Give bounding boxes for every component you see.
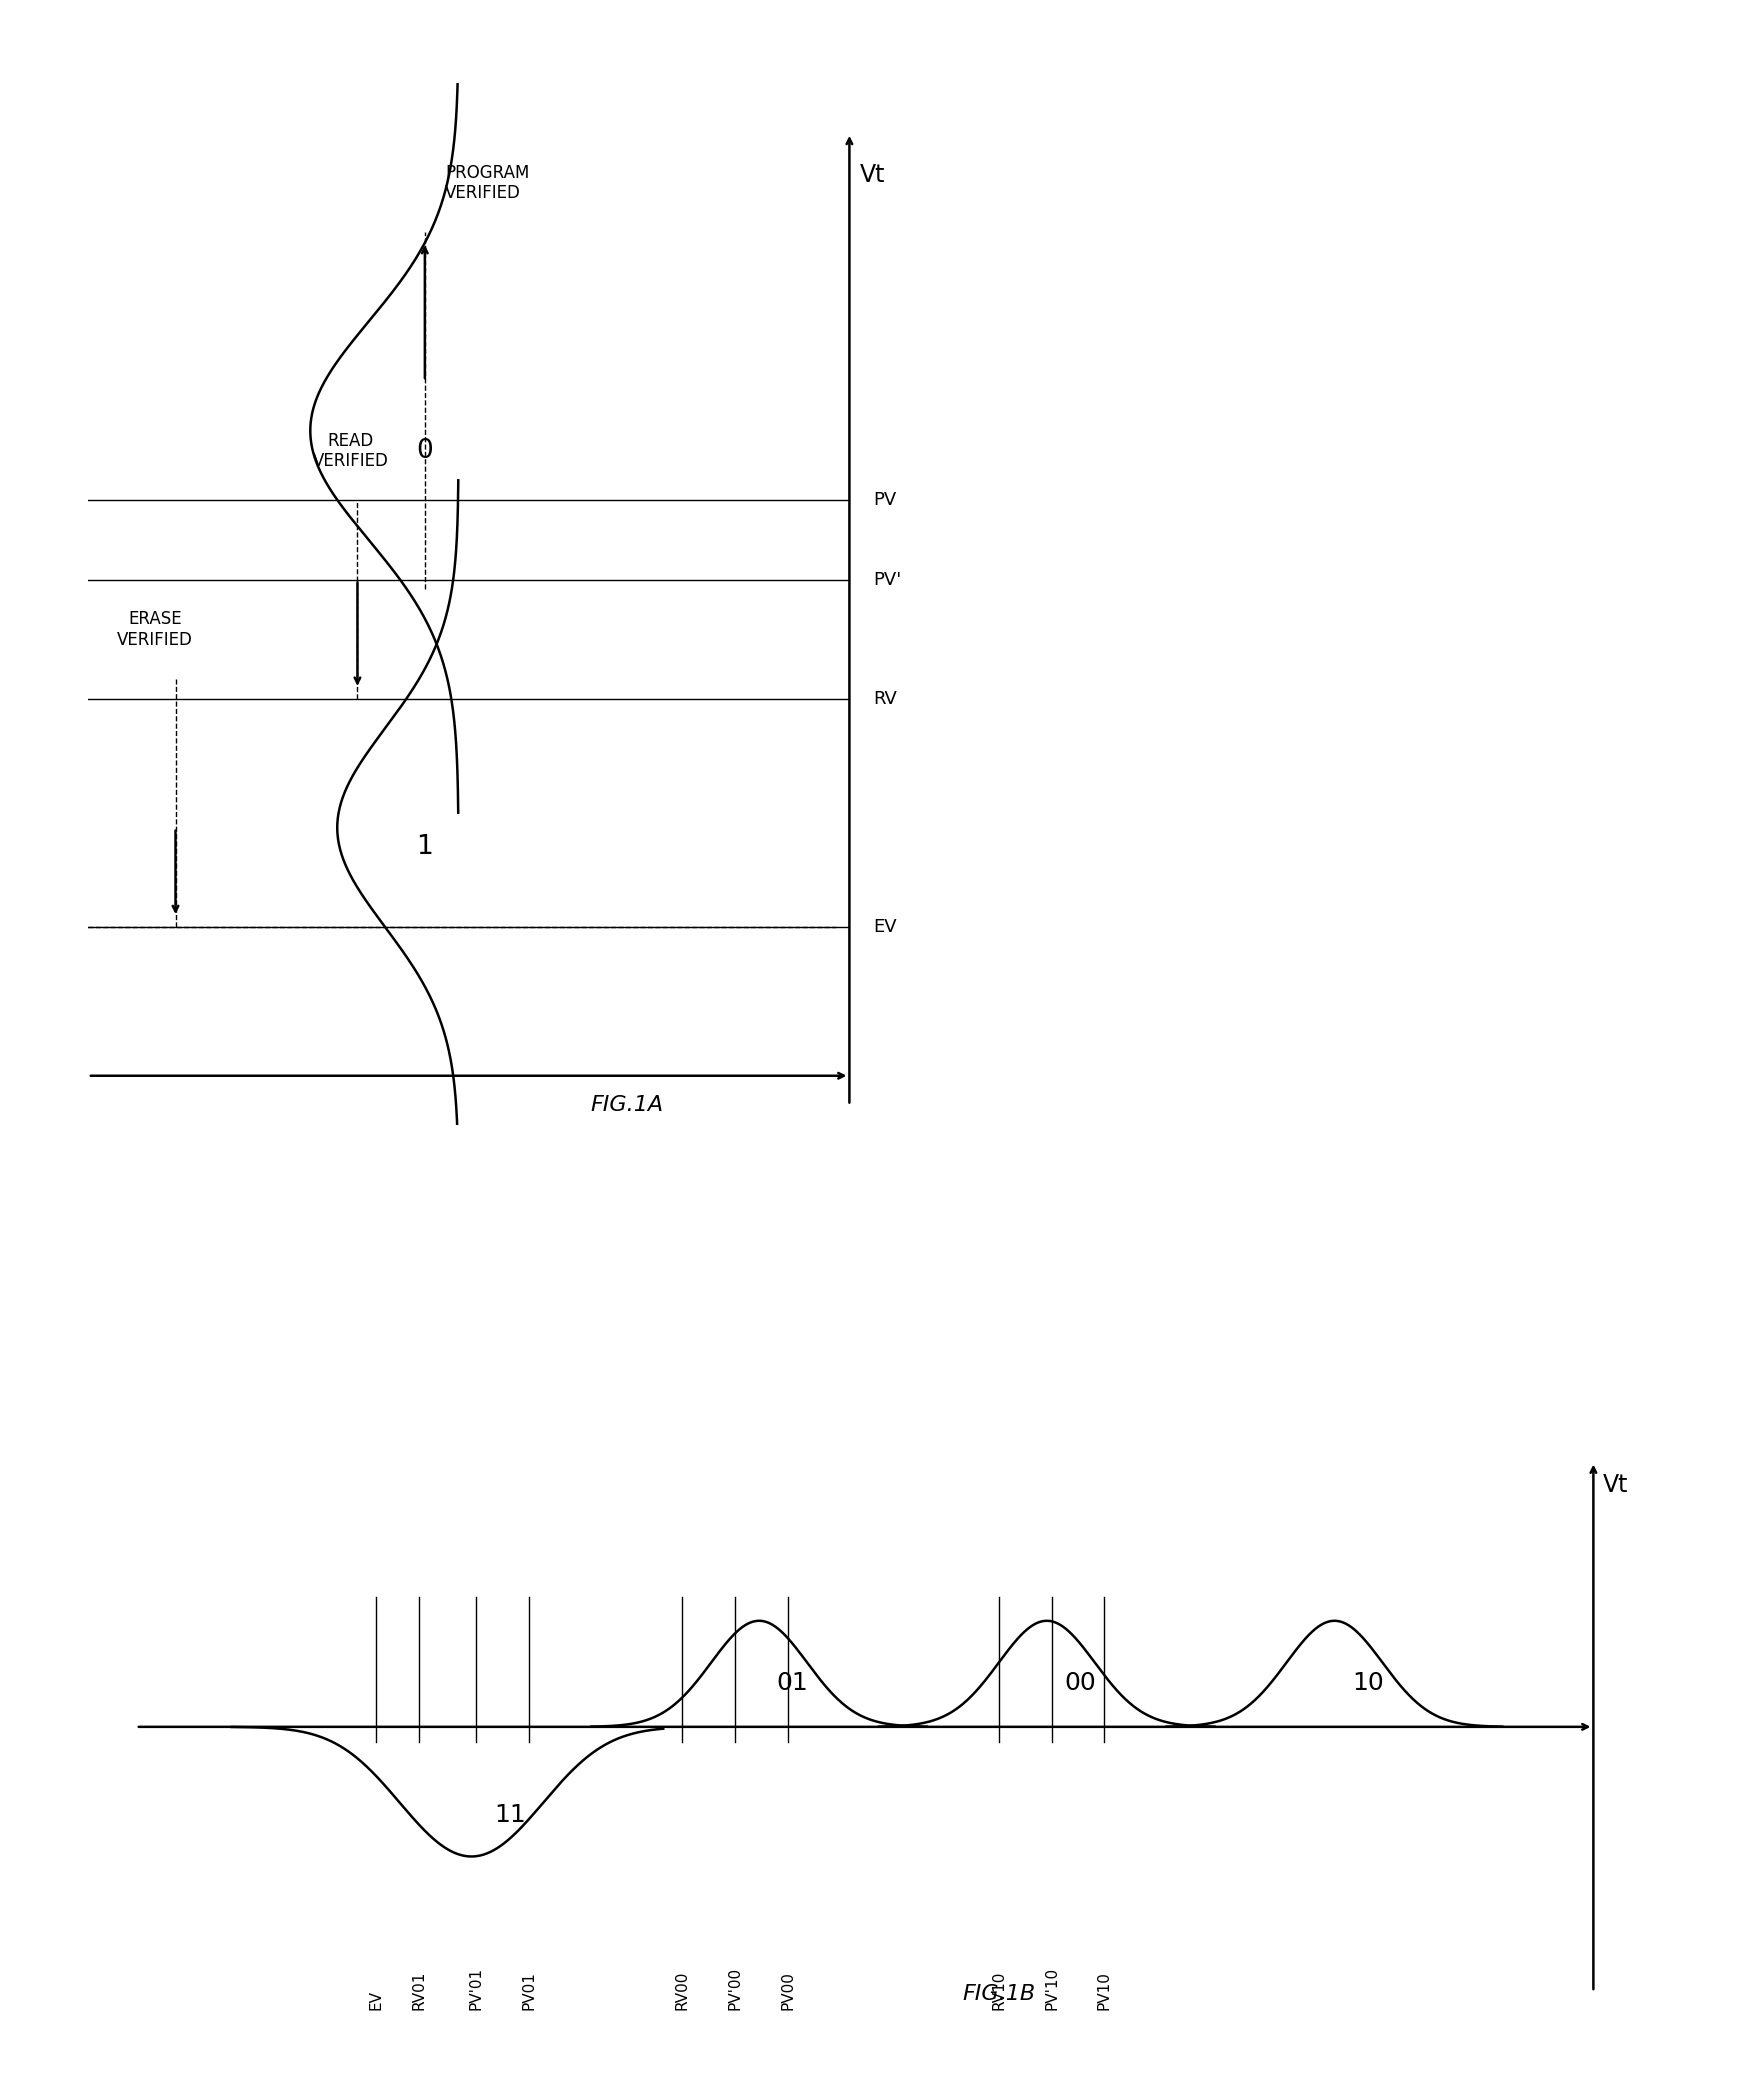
Text: 01: 01 <box>777 1671 808 1694</box>
Text: RV: RV <box>873 690 896 709</box>
Text: Vt: Vt <box>1602 1473 1627 1498</box>
Text: PV: PV <box>873 492 896 508</box>
Text: PV'10: PV'10 <box>1044 1967 1058 2009</box>
Text: EV: EV <box>873 917 896 936</box>
Text: ERASE
VERIFIED: ERASE VERIFIED <box>118 611 193 648</box>
Text: PV'01: PV'01 <box>469 1967 483 2009</box>
Text: FIG.1A: FIG.1A <box>590 1096 662 1115</box>
Text: PV': PV' <box>873 571 901 588</box>
Text: 1: 1 <box>416 834 432 861</box>
Text: PV'00: PV'00 <box>727 1967 741 2009</box>
Text: EV: EV <box>367 1990 383 2009</box>
Text: READ
VERIFIED: READ VERIFIED <box>313 431 388 471</box>
Text: FIG.1B: FIG.1B <box>961 1984 1035 2005</box>
Text: PV10: PV10 <box>1096 1971 1110 2009</box>
Text: PV01: PV01 <box>522 1971 536 2009</box>
Text: PV00: PV00 <box>780 1971 794 2009</box>
Text: RV10: RV10 <box>991 1969 1005 2009</box>
Text: 11: 11 <box>494 1803 525 1828</box>
Text: PROGRAM
VERIFIED: PROGRAM VERIFIED <box>445 165 529 202</box>
Text: 00: 00 <box>1065 1671 1096 1694</box>
Text: RV01: RV01 <box>411 1969 425 2009</box>
Text: 10: 10 <box>1351 1671 1383 1694</box>
Text: Vt: Vt <box>859 163 884 188</box>
Text: 0: 0 <box>416 438 432 463</box>
Text: RV00: RV00 <box>675 1969 689 2009</box>
